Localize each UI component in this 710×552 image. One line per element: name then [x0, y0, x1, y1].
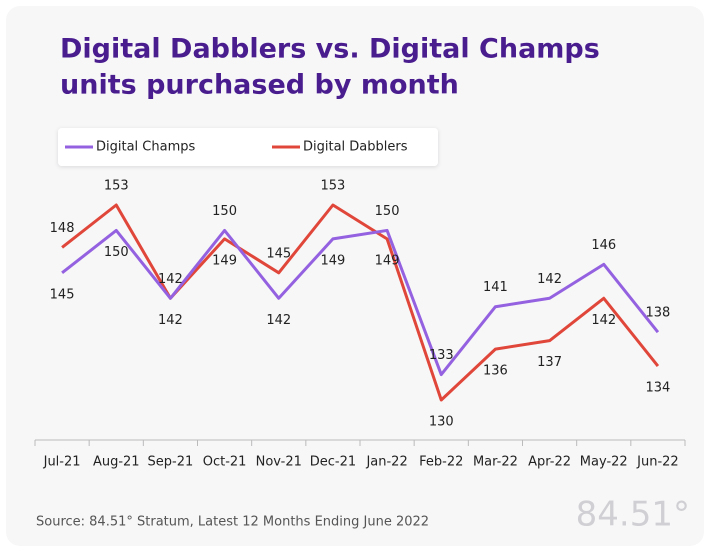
x-tick-label: Dec-21	[310, 455, 356, 470]
data-label: 141	[483, 280, 508, 295]
x-tick-label: Sep-21	[148, 455, 194, 470]
legend-label: Digital Dabblers	[303, 140, 408, 155]
data-label: 134	[646, 381, 671, 396]
x-tick-label: Aug-21	[93, 455, 140, 470]
x-tick-label: Jul-21	[43, 455, 81, 470]
chart-title: units purchased by month	[60, 70, 459, 101]
data-label: 153	[321, 179, 346, 194]
x-tick-label: Nov-21	[256, 455, 302, 470]
data-label: 146	[591, 238, 616, 253]
data-label: 130	[429, 415, 454, 430]
x-tick-label: Apr-22	[528, 455, 571, 470]
chart-title: Digital Dabblers vs. Digital Champs	[60, 34, 600, 65]
x-tick-label: Jun-22	[636, 455, 679, 470]
data-label: 149	[375, 253, 400, 268]
data-label: 137	[537, 355, 562, 370]
data-label: 138	[646, 306, 671, 321]
series-line	[61, 203, 660, 402]
data-label: 142	[266, 313, 291, 328]
data-label: 153	[104, 179, 129, 194]
data-label: 149	[321, 253, 346, 268]
x-tick-label: Mar-22	[473, 455, 518, 470]
data-label: 149	[212, 253, 237, 268]
data-label: 136	[483, 364, 508, 379]
x-tick-label: Oct-21	[203, 455, 247, 470]
logo: 84.51°	[576, 495, 690, 535]
data-label: 150	[104, 245, 129, 260]
legend	[58, 128, 438, 166]
x-tick-label: Jan-22	[365, 455, 407, 470]
data-label: 150	[212, 204, 237, 219]
data-label: 142	[158, 313, 183, 328]
x-tick-label: Feb-22	[419, 455, 463, 470]
data-label: 142	[158, 272, 183, 287]
series-line	[61, 228, 660, 377]
data-label: 145	[50, 287, 75, 302]
data-label: 145	[266, 246, 291, 261]
x-tick-label: May-22	[580, 455, 628, 470]
data-label: 148	[50, 221, 75, 236]
legend-label: Digital Champs	[96, 140, 195, 155]
data-label: 133	[429, 348, 454, 363]
data-label: 150	[375, 204, 400, 219]
source: Source: 84.51° Stratum, Latest 12 Months…	[36, 515, 429, 530]
data-label: 142	[591, 313, 616, 328]
data-label: 142	[537, 272, 562, 287]
